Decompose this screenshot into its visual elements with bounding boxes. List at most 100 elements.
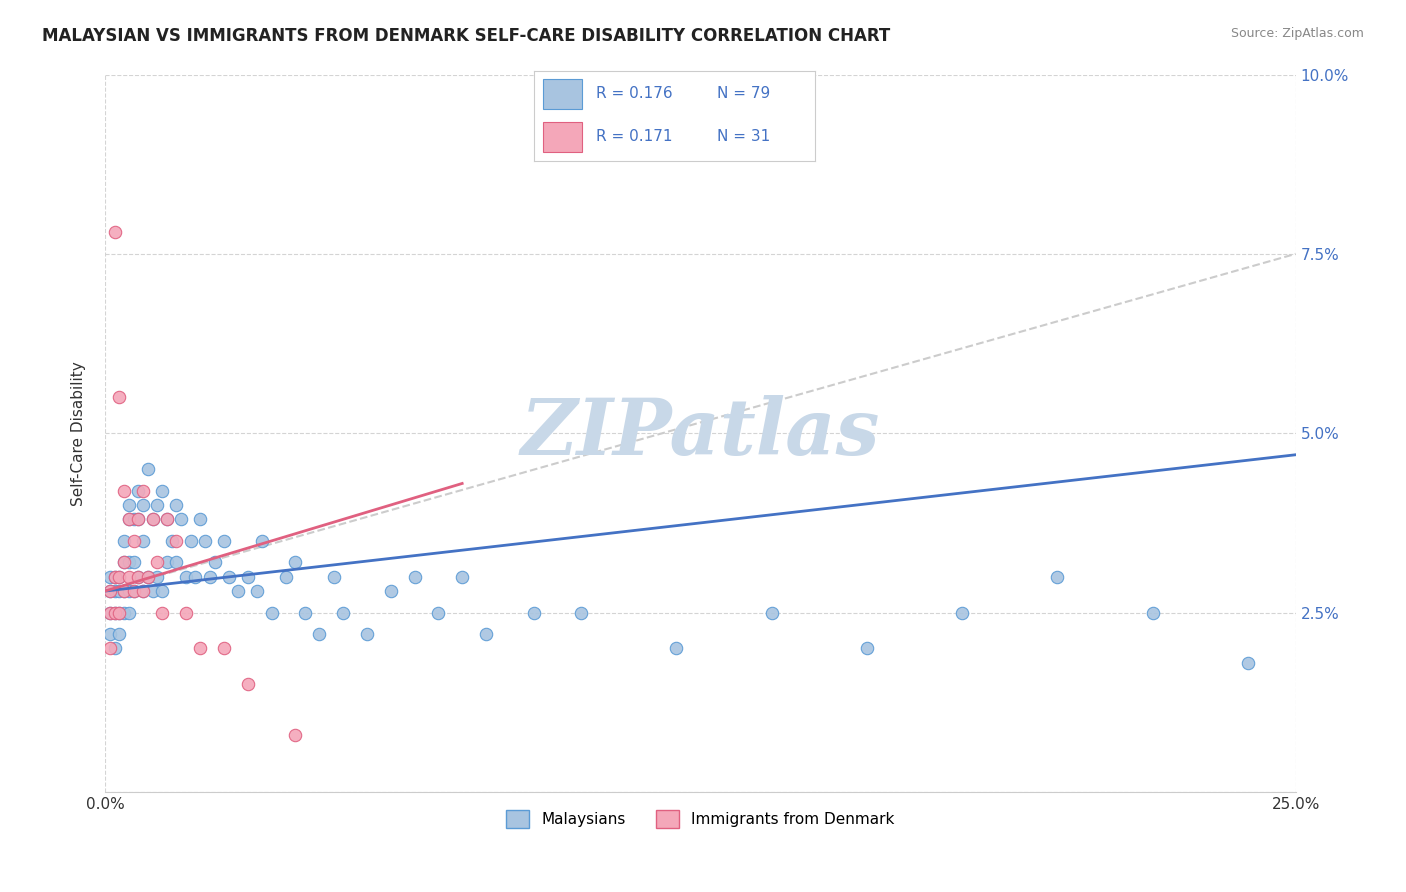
Point [127,483,149,498]
Point [146,498,169,512]
Point [118,570,141,584]
Point [103,584,125,599]
Point [950,606,973,620]
Point [165,555,187,569]
Point [142,512,165,526]
Point [103,606,125,620]
Point [332,606,354,620]
Point [274,570,297,584]
Point [118,498,141,512]
Point [475,627,498,641]
Point [98,641,121,656]
Text: R = 0.176: R = 0.176 [596,87,672,101]
Point [142,512,165,526]
Point [188,641,211,656]
Point [103,570,125,584]
Point [108,570,131,584]
Point [569,606,592,620]
Point [112,533,135,548]
Point [118,512,141,526]
Point [198,570,221,584]
Point [127,570,149,584]
Point [118,555,141,569]
Point [204,555,226,569]
Point [761,606,783,620]
Point [98,570,121,584]
Bar [543,122,582,152]
Point [184,570,207,584]
Point [404,570,426,584]
Text: N = 79: N = 79 [717,87,770,101]
Point [322,570,344,584]
Point [98,627,121,641]
Point [188,512,211,526]
Point [165,498,187,512]
Point [174,606,197,620]
Point [103,570,125,584]
Point [136,462,159,476]
Point [146,570,169,584]
Y-axis label: Self-Care Disability: Self-Care Disability [72,361,86,506]
Point [132,533,155,548]
Text: Source: ZipAtlas.com: Source: ZipAtlas.com [1230,27,1364,40]
Point [112,584,135,599]
Point [1237,656,1260,670]
Point [118,584,141,599]
Point [108,606,131,620]
Point [132,584,155,599]
Point [103,641,125,656]
Text: MALAYSIAN VS IMMIGRANTS FROM DENMARK SELF-CARE DISABILITY CORRELATION CHART: MALAYSIAN VS IMMIGRANTS FROM DENMARK SEL… [42,27,890,45]
Point [112,555,135,569]
Point [180,533,202,548]
Point [98,584,121,599]
Point [160,533,183,548]
Point [108,627,131,641]
Point [98,606,121,620]
Point [132,498,155,512]
Point [127,512,149,526]
Point [260,606,283,620]
Point [212,641,235,656]
Point [212,533,235,548]
Point [122,512,145,526]
Point [98,606,121,620]
Point [284,728,307,742]
Point [451,570,474,584]
Point [112,555,135,569]
Point [142,584,165,599]
Point [122,555,145,569]
Point [156,512,179,526]
Text: ZIPatlas: ZIPatlas [520,395,880,472]
Point [236,677,259,691]
Point [356,627,378,641]
Point [250,533,273,548]
Point [284,555,307,569]
Point [308,627,330,641]
Point [218,570,240,584]
Point [1142,606,1164,620]
Point [118,606,141,620]
Point [122,533,145,548]
Legend: Malaysians, Immigrants from Denmark: Malaysians, Immigrants from Denmark [501,804,901,835]
Text: N = 31: N = 31 [717,129,770,144]
Point [112,483,135,498]
Point [108,390,131,404]
Point [122,584,145,599]
Text: R = 0.171: R = 0.171 [596,129,672,144]
Point [427,606,450,620]
Point [156,555,179,569]
Point [165,533,187,548]
Point [127,512,149,526]
Point [98,584,121,599]
Point [228,584,250,599]
Bar [543,79,582,109]
Point [103,606,125,620]
Point [146,555,169,569]
Point [136,570,159,584]
Point [294,606,316,620]
Point [150,483,173,498]
Point [118,512,141,526]
Point [150,584,173,599]
Point [856,641,879,656]
Point [246,584,269,599]
